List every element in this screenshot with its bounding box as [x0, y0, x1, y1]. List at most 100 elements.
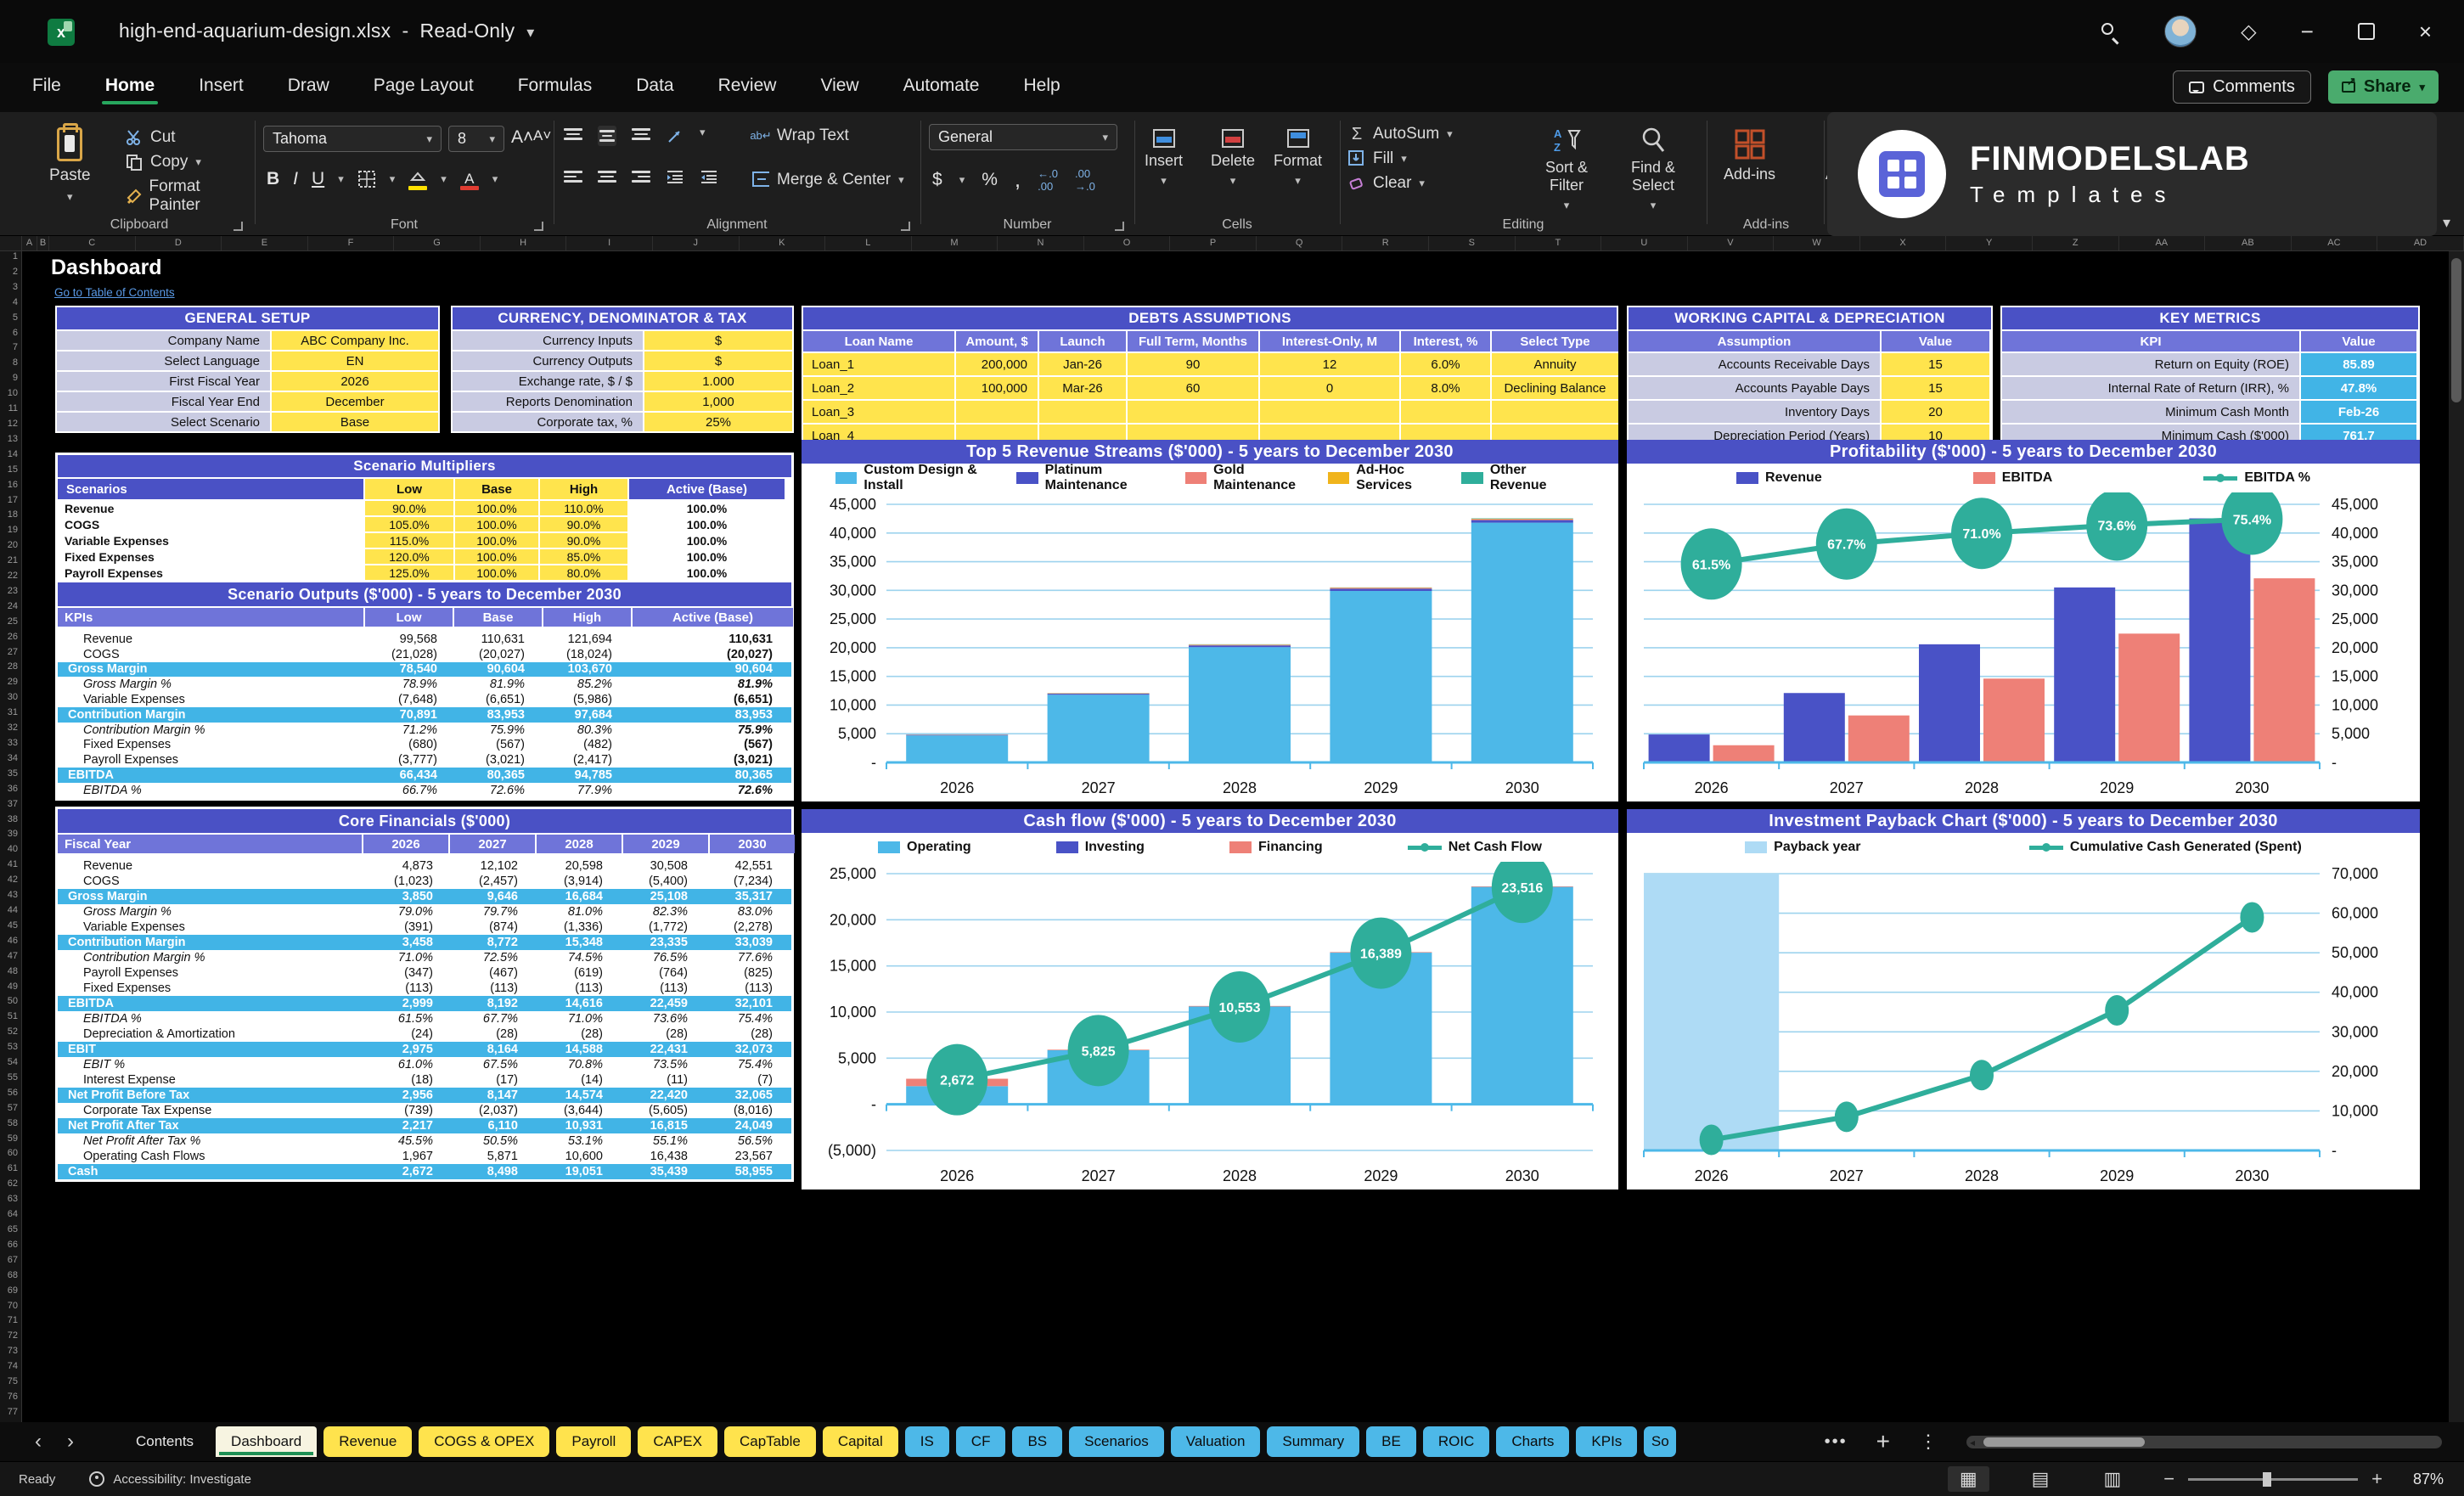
- row-header-10[interactable]: 10: [7, 388, 18, 399]
- horizontal-scrollbar[interactable]: ◂: [1966, 1435, 2442, 1448]
- row-header-28[interactable]: 28: [7, 661, 18, 672]
- collapse-ribbon-icon[interactable]: ▾: [2442, 214, 2450, 231]
- format-cells-button[interactable]: Format ▾: [1274, 129, 1322, 188]
- row-header-35[interactable]: 35: [7, 768, 18, 779]
- row-header-75[interactable]: 75: [7, 1376, 18, 1387]
- row-header-23[interactable]: 23: [7, 585, 18, 596]
- page-layout-view-button[interactable]: ▤: [2031, 1468, 2050, 1489]
- input-cell[interactable]: 25%: [644, 413, 792, 431]
- row-header-38[interactable]: 38: [7, 813, 18, 824]
- zoom-thumb[interactable]: [2263, 1471, 2272, 1487]
- align-left-icon[interactable]: [564, 168, 582, 185]
- row-header-14[interactable]: 14: [7, 448, 18, 459]
- menu-tab-insert[interactable]: Insert: [199, 76, 244, 95]
- row-header-67[interactable]: 67: [7, 1254, 18, 1265]
- row-header-49[interactable]: 49: [7, 981, 18, 992]
- sheet-nav-left-icon[interactable]: ‹: [35, 1430, 42, 1453]
- column-header-W[interactable]: W: [1774, 236, 1860, 250]
- sheet-tab-captable[interactable]: CapTable: [723, 1426, 816, 1457]
- row-header-30[interactable]: 30: [7, 692, 18, 703]
- input-cell[interactable]: $: [644, 352, 792, 370]
- row-headers[interactable]: 1 2 3 4 5 6 7 8 9 10 11 12 13 14 15 16 17 18 19 20 21 22 23 24 2…: [0, 251, 22, 1422]
- multiplier-cell[interactable]: 100.0%: [455, 501, 538, 515]
- sheet-canvas[interactable]: Dashboard Go to Table of Contents GENERA…: [22, 251, 2464, 1422]
- row-header-74[interactable]: 74: [7, 1361, 18, 1372]
- input-cell[interactable]: 1,000: [644, 392, 792, 411]
- value-cell[interactable]: [1492, 401, 1618, 423]
- comma-format-button[interactable]: ,: [1014, 166, 1021, 192]
- row-header-53[interactable]: 53: [7, 1042, 18, 1053]
- zoom-in-icon[interactable]: +: [2371, 1468, 2382, 1489]
- multiplier-cell[interactable]: 85.0%: [540, 549, 627, 564]
- multiplier-cell[interactable]: 110.0%: [540, 501, 627, 515]
- row-header-25[interactable]: 25: [7, 616, 18, 627]
- value-cell[interactable]: 100,000: [956, 377, 1038, 399]
- row-header-46[interactable]: 46: [7, 935, 18, 946]
- sheet-tab-scenarios[interactable]: Scenarios: [1069, 1426, 1164, 1457]
- sheet-tab-payroll[interactable]: Payroll: [556, 1426, 632, 1457]
- row-label[interactable]: Loan_2: [803, 377, 954, 399]
- row-header-50[interactable]: 50: [7, 996, 18, 1007]
- column-header-Q[interactable]: Q: [1257, 236, 1343, 250]
- value-cell[interactable]: 90: [1128, 353, 1258, 375]
- row-header-48[interactable]: 48: [7, 965, 18, 976]
- column-header-O[interactable]: O: [1084, 236, 1171, 250]
- row-header-52[interactable]: 52: [7, 1026, 18, 1038]
- row-header-31[interactable]: 31: [7, 707, 18, 718]
- sheet-tab-summary[interactable]: Summary: [1267, 1426, 1360, 1457]
- row-header-12[interactable]: 12: [7, 418, 18, 429]
- search-icon[interactable]: [2100, 21, 2120, 44]
- delete-cells-button[interactable]: Delete ▾: [1211, 129, 1255, 188]
- dialog-launcher-icon[interactable]: [534, 222, 543, 231]
- row-header-57[interactable]: 57: [7, 1102, 18, 1113]
- font-name-select[interactable]: Tahoma ▾: [263, 126, 442, 152]
- menu-tab-home[interactable]: Home: [101, 69, 159, 106]
- value-cell[interactable]: Mar-26: [1039, 377, 1126, 399]
- menu-tab-formulas[interactable]: Formulas: [517, 76, 593, 95]
- column-header-Z[interactable]: Z: [2033, 236, 2119, 250]
- horizontal-scroll-thumb[interactable]: [1983, 1437, 2145, 1447]
- multiplier-cell[interactable]: 115.0%: [365, 533, 453, 548]
- multiplier-cell[interactable]: 100.0%: [455, 533, 538, 548]
- row-header-16[interactable]: 16: [7, 479, 18, 490]
- column-header-T[interactable]: T: [1516, 236, 1602, 250]
- merge-center-button[interactable]: Merge & Center ▾: [752, 171, 904, 189]
- column-header-D[interactable]: D: [136, 236, 222, 250]
- value-cell[interactable]: 47.8%: [2301, 377, 2416, 399]
- row-header-65[interactable]: 65: [7, 1224, 18, 1234]
- input-cell[interactable]: 2026: [272, 372, 438, 391]
- column-header-Y[interactable]: Y: [1946, 236, 2033, 250]
- input-cell[interactable]: ABC Company Inc.: [272, 331, 438, 350]
- row-header-40[interactable]: 40: [7, 844, 18, 855]
- italic-button[interactable]: I: [293, 169, 299, 188]
- column-header-U[interactable]: U: [1601, 236, 1688, 250]
- row-header-60[interactable]: 60: [7, 1148, 18, 1159]
- column-header-P[interactable]: P: [1170, 236, 1257, 250]
- row-header-45[interactable]: 45: [7, 920, 18, 931]
- dialog-launcher-icon[interactable]: [233, 222, 243, 231]
- increase-indent-icon[interactable]: [700, 168, 718, 185]
- row-header-77[interactable]: 77: [7, 1406, 18, 1417]
- column-header-S[interactable]: S: [1429, 236, 1516, 250]
- row-header-6[interactable]: 6: [12, 327, 18, 338]
- sheet-tab-dashboard[interactable]: Dashboard: [216, 1426, 318, 1457]
- row-header-13[interactable]: 13: [7, 433, 18, 444]
- column-header-AA[interactable]: AA: [2119, 236, 2206, 250]
- column-header-V[interactable]: V: [1688, 236, 1775, 250]
- fill-button[interactable]: Fill ▾: [1348, 149, 1453, 168]
- row-header-2[interactable]: 2: [12, 266, 18, 277]
- row-header-42[interactable]: 42: [7, 875, 18, 886]
- sheet-tab-is[interactable]: IS: [904, 1426, 949, 1457]
- row-header-20[interactable]: 20: [7, 540, 18, 551]
- dialog-launcher-icon[interactable]: [1115, 222, 1124, 231]
- new-sheet-button[interactable]: +: [1876, 1428, 1890, 1454]
- column-header-B[interactable]: B: [37, 236, 49, 250]
- column-header-F[interactable]: F: [308, 236, 395, 250]
- premium-gem-icon[interactable]: ◇: [2241, 20, 2257, 43]
- row-header-27[interactable]: 27: [7, 646, 18, 657]
- multiplier-cell[interactable]: 90.0%: [540, 533, 627, 548]
- menu-tab-automate[interactable]: Automate: [903, 76, 980, 95]
- sheet-tab-charts[interactable]: Charts: [1496, 1426, 1570, 1457]
- comments-button[interactable]: Comments: [2173, 70, 2311, 104]
